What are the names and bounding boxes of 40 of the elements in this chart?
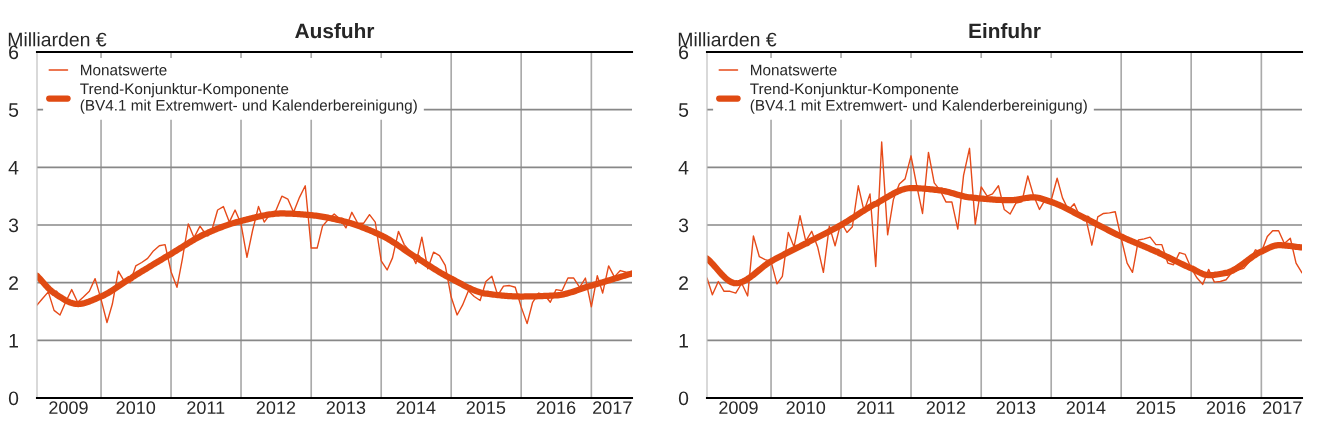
legend-label: Trend-Konjunktur-Komponente (BV4.1 mit Extremwert- und Kalenderbereinigung) [80,83,417,114]
y-tick-label: 6 [9,45,19,60]
y-tick-label: 3 [8,218,19,233]
x-tick-label: 2017 [1263,401,1302,415]
x-tick-label: 2017 [593,401,632,415]
y-tick-label: 5 [678,103,689,117]
y-tick-label: 2 [679,276,688,290]
y-axis-title: Milliarden € [8,32,107,47]
x-tick-label: 2009 [49,401,88,415]
y-axis-title: Milliarden € [678,32,777,47]
x-tick-label: 2011 [187,401,225,415]
y-tick-label: 2 [9,276,18,290]
legend-label: Trend-Konjunktur-Komponente (BV4.1 mit Extremwert- und Kalenderbereinigung) [750,83,1087,114]
x-tick-label: 2016 [1206,401,1246,415]
x-tick-label: 2010 [116,401,156,415]
y-tick-label: 3 [678,218,689,233]
y-tick-label: 0 [8,391,19,406]
x-tick-label: 2012 [926,401,966,415]
x-tick-label: 2014 [396,401,436,415]
x-tick-label: 2013 [996,401,1036,415]
x-tick-label: 2016 [536,401,576,415]
x-tick-label: 2014 [1066,401,1106,415]
x-tick-label: 2009 [719,401,758,415]
x-tick-label: 2011 [857,401,895,415]
y-tick-label: 0 [678,391,689,406]
x-tick-label: 2010 [786,401,826,415]
x-tick-label: 2013 [326,401,366,415]
chart-title: Einfuhr [969,23,1041,39]
y-tick-label: 1 [679,334,688,348]
y-tick-label: 5 [8,103,19,117]
x-tick-label: 2012 [256,401,296,415]
y-tick-label: 4 [678,161,689,175]
x-tick-label: 2015 [466,401,506,415]
legend-label: Monatswerte [81,64,167,76]
legend-label: Monatswerte [751,64,837,76]
y-tick-label: 6 [679,45,689,60]
x-tick-label: 2015 [1136,401,1176,415]
y-tick-label: 4 [8,161,19,175]
chart-title: Ausfuhr [295,23,375,39]
y-tick-label: 1 [9,334,18,348]
